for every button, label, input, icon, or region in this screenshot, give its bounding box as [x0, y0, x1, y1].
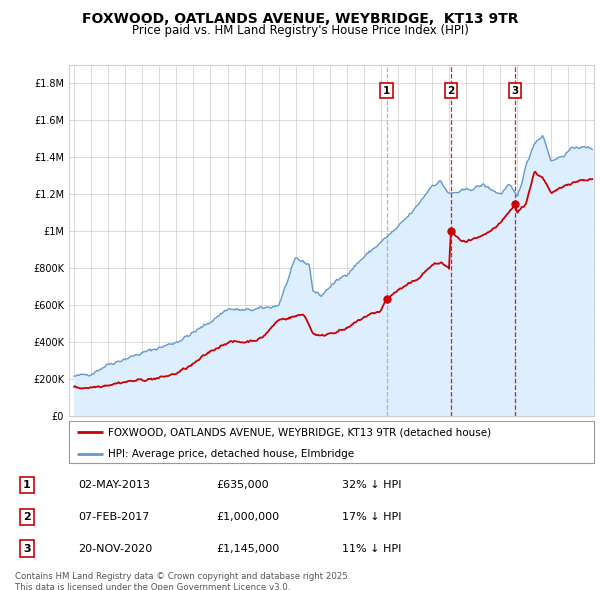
- Text: HPI: Average price, detached house, Elmbridge: HPI: Average price, detached house, Elmb…: [109, 449, 355, 459]
- FancyBboxPatch shape: [69, 421, 594, 463]
- Text: FOXWOOD, OATLANDS AVENUE, WEYBRIDGE, KT13 9TR (detached house): FOXWOOD, OATLANDS AVENUE, WEYBRIDGE, KT1…: [109, 427, 491, 437]
- Text: 2: 2: [23, 512, 31, 522]
- Text: £1,000,000: £1,000,000: [216, 512, 279, 522]
- Text: £635,000: £635,000: [216, 480, 269, 490]
- Text: 3: 3: [23, 543, 31, 553]
- Text: 07-FEB-2017: 07-FEB-2017: [78, 512, 149, 522]
- Text: £1,145,000: £1,145,000: [216, 543, 279, 553]
- Text: Contains HM Land Registry data © Crown copyright and database right 2025.
This d: Contains HM Land Registry data © Crown c…: [15, 572, 350, 590]
- Text: 32% ↓ HPI: 32% ↓ HPI: [342, 480, 401, 490]
- Text: 11% ↓ HPI: 11% ↓ HPI: [342, 543, 401, 553]
- Text: FOXWOOD, OATLANDS AVENUE, WEYBRIDGE,  KT13 9TR: FOXWOOD, OATLANDS AVENUE, WEYBRIDGE, KT1…: [82, 12, 518, 26]
- Text: Price paid vs. HM Land Registry's House Price Index (HPI): Price paid vs. HM Land Registry's House …: [131, 24, 469, 37]
- Text: 2: 2: [447, 86, 454, 96]
- Text: 17% ↓ HPI: 17% ↓ HPI: [342, 512, 401, 522]
- Text: 1: 1: [23, 480, 31, 490]
- Text: 02-MAY-2013: 02-MAY-2013: [78, 480, 150, 490]
- Text: 3: 3: [512, 86, 519, 96]
- Text: 1: 1: [383, 86, 390, 96]
- Text: 20-NOV-2020: 20-NOV-2020: [78, 543, 152, 553]
